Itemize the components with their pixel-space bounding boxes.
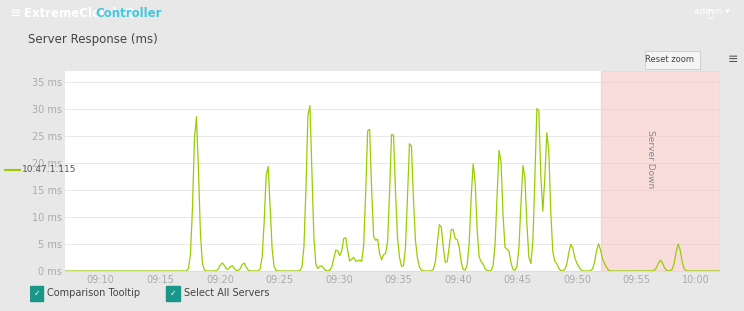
Text: ExtremeCloud IQ: ExtremeCloud IQ: [24, 7, 139, 20]
Text: Select All Servers: Select All Servers: [184, 289, 269, 299]
FancyBboxPatch shape: [166, 286, 180, 301]
Text: Server Down: Server Down: [647, 130, 655, 189]
Text: ✓: ✓: [170, 289, 176, 298]
Text: 🔔: 🔔: [707, 8, 713, 18]
Text: Controller: Controller: [95, 7, 161, 20]
Text: admin ▾: admin ▾: [694, 7, 730, 16]
Text: ✓: ✓: [33, 289, 39, 298]
FancyBboxPatch shape: [30, 286, 43, 301]
Text: 10.47.1.115: 10.47.1.115: [22, 165, 77, 174]
Text: Server Response (ms): Server Response (ms): [28, 34, 158, 47]
Bar: [601, 71, 720, 271]
Text: Reset zoom: Reset zoom: [645, 55, 694, 64]
Text: ≡: ≡: [10, 7, 22, 21]
Text: ≡: ≡: [728, 53, 738, 67]
Text: Comparison Tooltip: Comparison Tooltip: [48, 289, 141, 299]
